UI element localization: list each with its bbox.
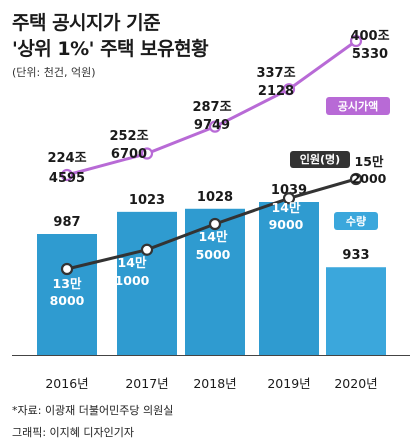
amount-label-bottom-4: 5330 [352, 47, 388, 62]
bar-3 [259, 202, 319, 355]
graphic-credit: 그래픽: 이지혜 디자인기자 [12, 426, 135, 439]
bar-value-label-0: 987 [53, 215, 80, 230]
amount-label-top-0: 224조 [47, 151, 86, 166]
amount-label-bottom-1: 6700 [111, 147, 147, 162]
people-label-top-2: 14만 [199, 229, 228, 244]
amount-point-0 [60, 168, 74, 182]
people-label-bottom-4: 2000 [352, 171, 387, 186]
x-tick-label-0: 2016년 [45, 376, 88, 391]
amount-label-top-3: 337조 [256, 66, 295, 81]
x-tick-label-4: 2020년 [334, 376, 377, 391]
chart-title-line2: '상위 1%' 주택 보유현황 [12, 38, 209, 60]
people-point-0 [60, 262, 74, 276]
chart-title-line1: 주택 공시지가 기준 [12, 12, 161, 34]
people-point-1 [140, 243, 154, 256]
people-point-2 [208, 217, 222, 231]
amount-point-4 [349, 34, 363, 48]
legend-amount-tag [326, 97, 390, 115]
bar-value-label-2: 1028 [197, 190, 233, 205]
amount-label-top-1: 252조 [109, 129, 148, 144]
legend-people-text: 인원(명) [300, 152, 340, 166]
x-tick-label-2: 2018년 [193, 376, 236, 391]
x-tick-label-3: 2019년 [267, 376, 310, 391]
amount-label-bottom-0: 4595 [49, 171, 85, 186]
amount-label-bottom-2: 9749 [194, 118, 230, 133]
people-label-top-1: 14만 [118, 255, 147, 270]
amount-label-bottom-3: 2128 [258, 84, 294, 99]
legend-quantity-text: 수량 [346, 215, 366, 228]
people-point-3 [282, 192, 296, 205]
bar-value-label-4: 933 [342, 248, 369, 263]
legend-quantity-tag [334, 212, 378, 230]
amount-point-3 [282, 83, 296, 96]
legend-amount-text: 공시가액 [338, 99, 378, 113]
amount-point-2 [208, 120, 222, 133]
bar-value-label-1: 1023 [129, 193, 165, 208]
people-label-top-0: 13만 [53, 276, 82, 291]
people-point-4 [349, 172, 363, 186]
bar-0 [37, 234, 97, 355]
legend-people-tag [290, 151, 350, 168]
x-tick-label-1: 2017년 [125, 376, 168, 391]
unit-note: (단위: 천건, 억원) [12, 66, 96, 79]
people-label-top-4: 15만 [355, 154, 384, 169]
people-label-bottom-1: 1000 [115, 273, 150, 288]
x-axis-line [12, 355, 410, 356]
people-label-bottom-2: 5000 [196, 247, 231, 262]
amount-label-top-4: 400조 [350, 29, 389, 44]
people-label-bottom-0: 8000 [50, 293, 85, 308]
bar-1 [117, 211, 177, 355]
amount-label-top-2: 287조 [192, 100, 231, 115]
amount-point-1 [140, 147, 154, 160]
source-note: *자료: 이광재 더불어민주당 의원실 [12, 404, 174, 417]
bar-4 [326, 267, 386, 355]
people-label-bottom-3: 9000 [269, 217, 304, 232]
people-label-top-3: 14만 [272, 200, 301, 215]
